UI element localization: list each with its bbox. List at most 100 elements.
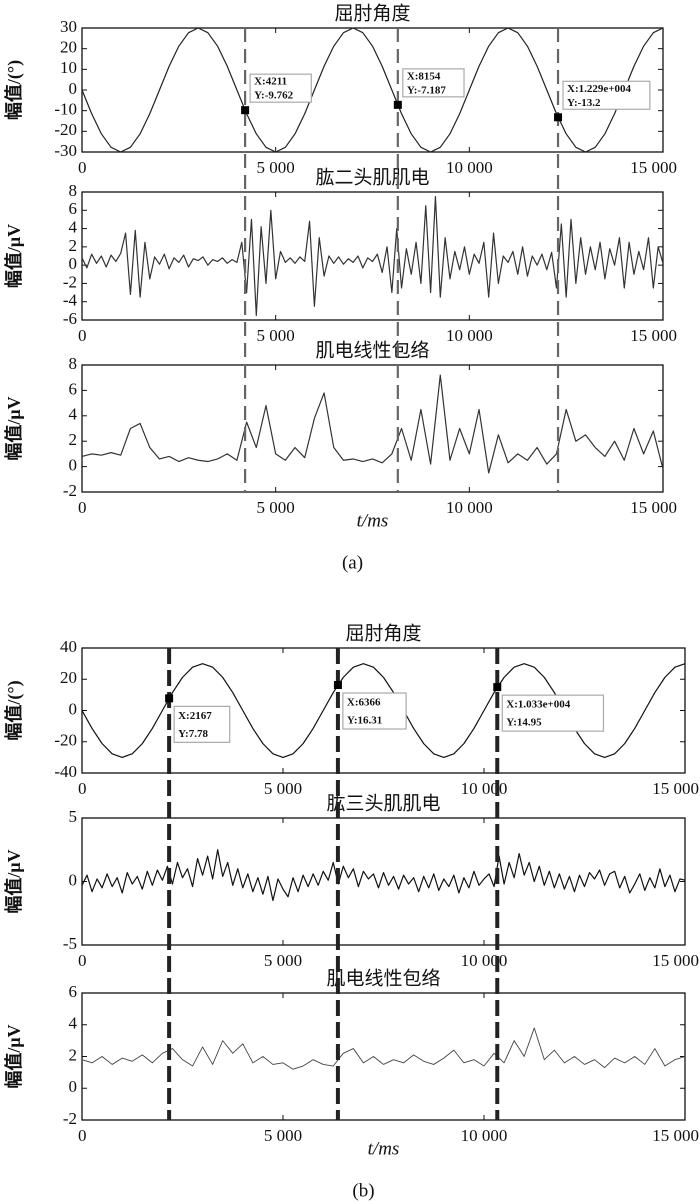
- plot-frame: [81, 992, 686, 1121]
- x-tick-label: 0: [78, 158, 87, 177]
- datatip-box: [173, 705, 231, 743]
- datatip-marker: [554, 113, 563, 122]
- y-axis-label: 幅值/μV: [3, 1024, 24, 1088]
- datatip-text: X:8154: [407, 70, 441, 82]
- y-tick-label: -30: [54, 141, 77, 160]
- data-line: [81, 1027, 686, 1070]
- y-tick-label: 8: [69, 181, 78, 200]
- x-tick-label: 10 000: [461, 779, 508, 798]
- y-tick-label: 4: [69, 217, 78, 236]
- y-tick-label: -5: [63, 934, 77, 953]
- datatip-text: Y:14.95: [506, 717, 542, 729]
- y-tick-label: 8: [69, 354, 78, 373]
- y-tick-label: 4: [69, 405, 78, 424]
- y-tick-label: 2: [69, 1045, 78, 1064]
- x-tick-label: 0: [78, 326, 87, 345]
- y-tick-label: 20: [60, 38, 77, 57]
- datatip-marker: [241, 106, 250, 115]
- data-line: [81, 195, 664, 317]
- datatip-text: X:1.033e+004: [506, 699, 571, 711]
- panel-title: 屈肘角度: [345, 622, 421, 644]
- datatip-marker: [493, 683, 502, 692]
- x-tick-label: 10 000: [446, 498, 493, 517]
- datatip-text: X:4211: [254, 76, 287, 88]
- datatip-text: Y:-9.762: [254, 90, 294, 102]
- y-tick-label: 6: [69, 199, 78, 218]
- y-axis-label: 幅值/μV: [3, 224, 24, 288]
- y-tick-label: -6: [63, 309, 77, 328]
- data-line: [81, 849, 686, 902]
- x-tick-label: 0: [78, 779, 87, 798]
- datatip-box: [402, 68, 465, 98]
- y-tick-label: 6: [69, 982, 78, 1001]
- y-tick-label: -2: [63, 272, 77, 291]
- y-tick-label: 6: [69, 379, 78, 398]
- datatip-text: Y:16.31: [347, 715, 382, 727]
- y-tick-label: -10: [54, 100, 77, 119]
- datatip-marker: [333, 681, 342, 690]
- panel-title: 肌电线性包络: [326, 967, 440, 989]
- y-tick-label: 20: [60, 668, 77, 687]
- x-tick-label: 10 000: [446, 158, 493, 177]
- panel-title: 屈肘角度: [334, 2, 410, 24]
- plot-frame: [81, 364, 664, 493]
- y-axis-label: 幅值/(°): [3, 680, 25, 740]
- datatip-box: [562, 80, 651, 110]
- panel-title: 肱二头肌肌电: [315, 166, 429, 188]
- datatip-text: Y:-13.2: [567, 97, 601, 109]
- figure-caption: (a): [342, 552, 363, 573]
- y-tick-label: 4: [69, 1014, 78, 1033]
- y-tick-label: 0: [69, 1077, 78, 1096]
- datatip-text: Y:7.78: [178, 728, 208, 740]
- x-tick-label: 15 000: [630, 158, 677, 177]
- y-tick-label: 0: [69, 699, 78, 718]
- datatip-text: X:2167: [178, 710, 212, 722]
- datatip-marker: [165, 694, 174, 703]
- y-tick-label: 0: [69, 79, 78, 98]
- x-axis-label: t/ms: [357, 510, 389, 531]
- y-tick-label: 0: [69, 456, 78, 475]
- y-tick-label: 2: [69, 430, 78, 449]
- datatip-marker: [393, 100, 402, 109]
- datatip-box: [342, 692, 407, 730]
- x-tick-label: 0: [78, 951, 87, 970]
- panel-title: 肱三头肌肌电: [326, 792, 440, 814]
- x-tick-label: 15 000: [630, 326, 677, 345]
- datatip-text: Y:-7.187: [407, 84, 447, 96]
- x-tick-label: 15 000: [652, 1126, 699, 1145]
- x-tick-label: 5 000: [257, 158, 295, 177]
- x-tick-label: 5 000: [257, 326, 295, 345]
- figure-caption: (b): [352, 1180, 374, 1201]
- datatip-text: X:1.229e+004: [567, 83, 632, 95]
- panel-title: 肌电线性包络: [315, 339, 429, 361]
- x-tick-label: 5 000: [264, 951, 302, 970]
- x-tick-label: 10 000: [446, 326, 493, 345]
- y-axis-label: 幅值/μV: [3, 849, 24, 913]
- y-tick-label: 5: [69, 807, 78, 826]
- y-tick-label: -20: [54, 120, 77, 139]
- y-tick-label: 30: [60, 17, 77, 36]
- plot-frame: [81, 191, 664, 321]
- y-tick-label: 0: [69, 870, 78, 889]
- x-tick-label: 15 000: [630, 498, 677, 517]
- y-tick-label: -2: [63, 1109, 77, 1128]
- x-tick-label: 5 000: [264, 1126, 302, 1145]
- data-line: [81, 374, 664, 474]
- y-tick-label: -4: [63, 291, 78, 310]
- data-line: [81, 663, 686, 758]
- y-tick-label: 2: [69, 236, 78, 255]
- y-axis-label: 幅值/(°): [3, 60, 25, 120]
- datatip-box: [249, 73, 312, 103]
- y-tick-label: -2: [63, 481, 77, 500]
- y-tick-label: 0: [69, 254, 78, 273]
- datatip-text: X:6366: [347, 697, 381, 709]
- x-tick-label: 10 000: [461, 951, 508, 970]
- y-axis-label: 幅值/μV: [3, 396, 24, 460]
- x-tick-label: 5 000: [264, 779, 302, 798]
- x-tick-label: 15 000: [652, 779, 699, 798]
- x-tick-label: 5 000: [257, 498, 295, 517]
- data-line: [81, 27, 664, 153]
- x-tick-label: 10 000: [461, 1126, 508, 1145]
- y-tick-label: -20: [54, 731, 77, 750]
